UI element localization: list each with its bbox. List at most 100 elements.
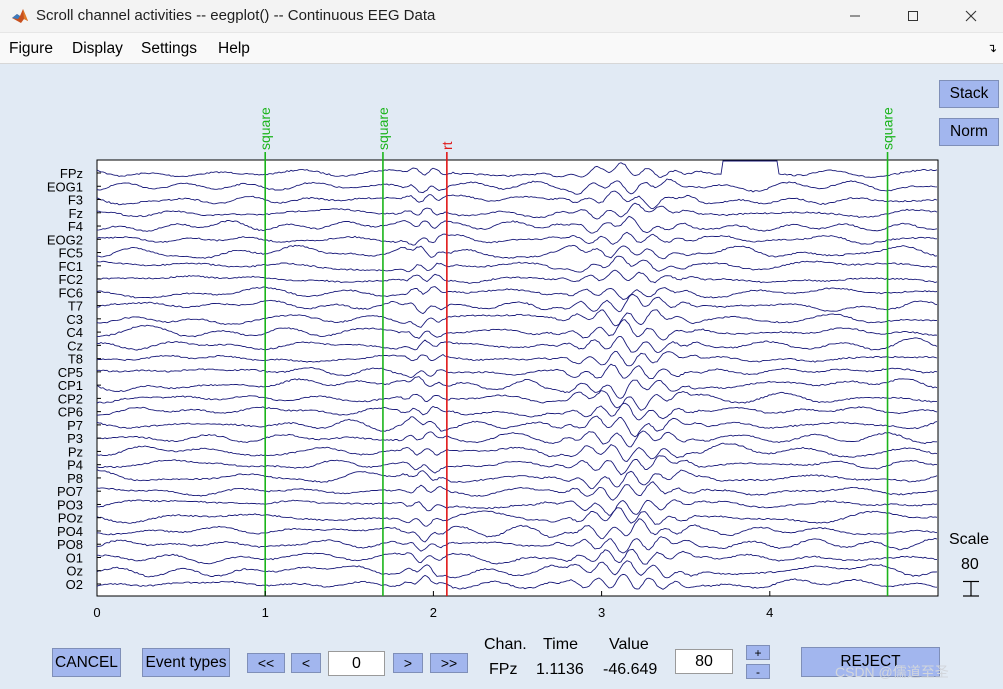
trace-po3 xyxy=(97,499,938,516)
toolbar-toggle-icon[interactable]: ↴ xyxy=(986,41,997,55)
event-types-button[interactable]: Event types xyxy=(142,648,230,677)
channel-label: F3 xyxy=(68,193,83,208)
scale-plus-button[interactable]: + xyxy=(746,645,770,660)
trace-fc6 xyxy=(97,286,938,300)
menu-display[interactable]: Display xyxy=(72,40,123,57)
x-tick-label: 2 xyxy=(430,605,437,620)
channel-label: F4 xyxy=(68,219,83,234)
channel-label: Pz xyxy=(68,444,83,459)
maximize-icon xyxy=(908,11,918,21)
menu-help[interactable]: Help xyxy=(218,40,250,57)
minimize-button[interactable] xyxy=(826,0,884,32)
time-label: Time xyxy=(543,636,578,653)
cancel-button[interactable]: CANCEL xyxy=(52,648,121,677)
window-title: Scroll channel activities -- eegplot() -… xyxy=(36,7,436,24)
channel-label: FC6 xyxy=(58,285,83,300)
trace-po8 xyxy=(97,536,938,554)
channel-label: T8 xyxy=(68,352,83,367)
next-button[interactable]: > xyxy=(393,653,423,673)
trace-po7 xyxy=(97,481,938,501)
trace-fc1 xyxy=(97,255,938,273)
scale-input[interactable]: 80 xyxy=(675,649,733,674)
minimize-icon xyxy=(850,15,860,17)
trace-p4 xyxy=(97,455,938,476)
channel-label: CP5 xyxy=(58,365,83,380)
channel-label: EOG2 xyxy=(47,232,83,247)
channel-label: POz xyxy=(58,511,83,526)
trace-cz xyxy=(97,335,938,353)
channel-label: P3 xyxy=(67,431,83,446)
channel-label: FPz xyxy=(60,166,83,181)
channel-label: CP6 xyxy=(58,405,83,420)
value-value: -46.649 xyxy=(603,661,658,678)
title-bar: Scroll channel activities -- eegplot() -… xyxy=(0,0,1003,33)
scale-label: Scale xyxy=(949,531,990,548)
close-button[interactable] xyxy=(942,0,1000,32)
trace-po4 xyxy=(97,518,938,543)
channel-label: C3 xyxy=(66,312,83,327)
next-page-button[interactable]: >> xyxy=(430,653,468,673)
trace-cp2 xyxy=(97,390,938,411)
time-value: 1.1136 xyxy=(536,661,584,678)
trace-f3 xyxy=(97,190,938,210)
chan-value: FPz xyxy=(489,661,518,678)
trace-fz xyxy=(97,202,938,220)
channel-label: CP1 xyxy=(58,378,83,393)
trace-cp1 xyxy=(97,376,938,399)
chan-label: Chan. xyxy=(484,636,527,653)
prev-button[interactable]: < xyxy=(291,653,321,673)
trace-o1 xyxy=(97,548,937,565)
trace-eog1 xyxy=(97,178,938,195)
channel-label: Fz xyxy=(69,206,83,221)
channel-label: EOG1 xyxy=(47,179,83,194)
trace-cp5 xyxy=(97,363,938,379)
menu-settings[interactable]: Settings xyxy=(141,40,198,57)
event-label: square xyxy=(880,107,896,150)
plot-area xyxy=(96,159,939,597)
x-tick-label: 0 xyxy=(93,605,100,620)
menu-figure[interactable]: Figure xyxy=(9,40,53,57)
value-label: Value xyxy=(609,636,649,653)
trace-eog2 xyxy=(97,231,937,246)
trace-o2 xyxy=(97,573,938,590)
trace-pz xyxy=(97,442,938,462)
channel-label: FC5 xyxy=(58,246,83,261)
norm-button[interactable]: Norm xyxy=(939,118,999,146)
channel-label: C4 xyxy=(66,325,83,340)
reject-button[interactable]: REJECT xyxy=(801,647,940,677)
scale-minus-button[interactable]: - xyxy=(746,664,770,679)
maximize-button[interactable] xyxy=(884,0,942,32)
trace-t7 xyxy=(97,293,938,315)
x-tick-label: 3 xyxy=(598,605,605,620)
event-label: rt xyxy=(439,141,455,150)
channel-label: P4 xyxy=(67,458,83,473)
channel-label: FC2 xyxy=(58,272,83,287)
stack-button[interactable]: Stack xyxy=(939,80,999,108)
matlab-logo-icon xyxy=(12,9,28,23)
channel-label: PO3 xyxy=(57,497,83,512)
x-tick-label: 1 xyxy=(262,605,269,620)
scale-value: 80 xyxy=(961,556,979,573)
channel-label: T7 xyxy=(68,299,83,314)
event-label: square xyxy=(375,107,391,150)
trace-f4 xyxy=(97,215,938,234)
position-input[interactable]: 0 xyxy=(328,651,385,676)
channel-label: PO4 xyxy=(57,524,83,539)
trace-c3 xyxy=(97,309,938,328)
event-label: square xyxy=(257,107,273,150)
channel-label: CP2 xyxy=(58,391,83,406)
trace-poz xyxy=(97,507,938,527)
channel-label: PO8 xyxy=(57,537,83,552)
x-tick-label: 4 xyxy=(766,605,773,620)
trace-fc2 xyxy=(97,269,938,284)
trace-p3 xyxy=(97,430,937,448)
channel-label: P7 xyxy=(67,418,83,433)
trace-fpz xyxy=(97,160,938,178)
trace-c4 xyxy=(97,319,938,341)
trace-p7 xyxy=(97,415,938,438)
prev-page-button[interactable]: << xyxy=(247,653,285,673)
channel-label: Cz xyxy=(67,338,83,353)
trace-p8 xyxy=(97,469,938,490)
trace-t8 xyxy=(97,350,938,367)
